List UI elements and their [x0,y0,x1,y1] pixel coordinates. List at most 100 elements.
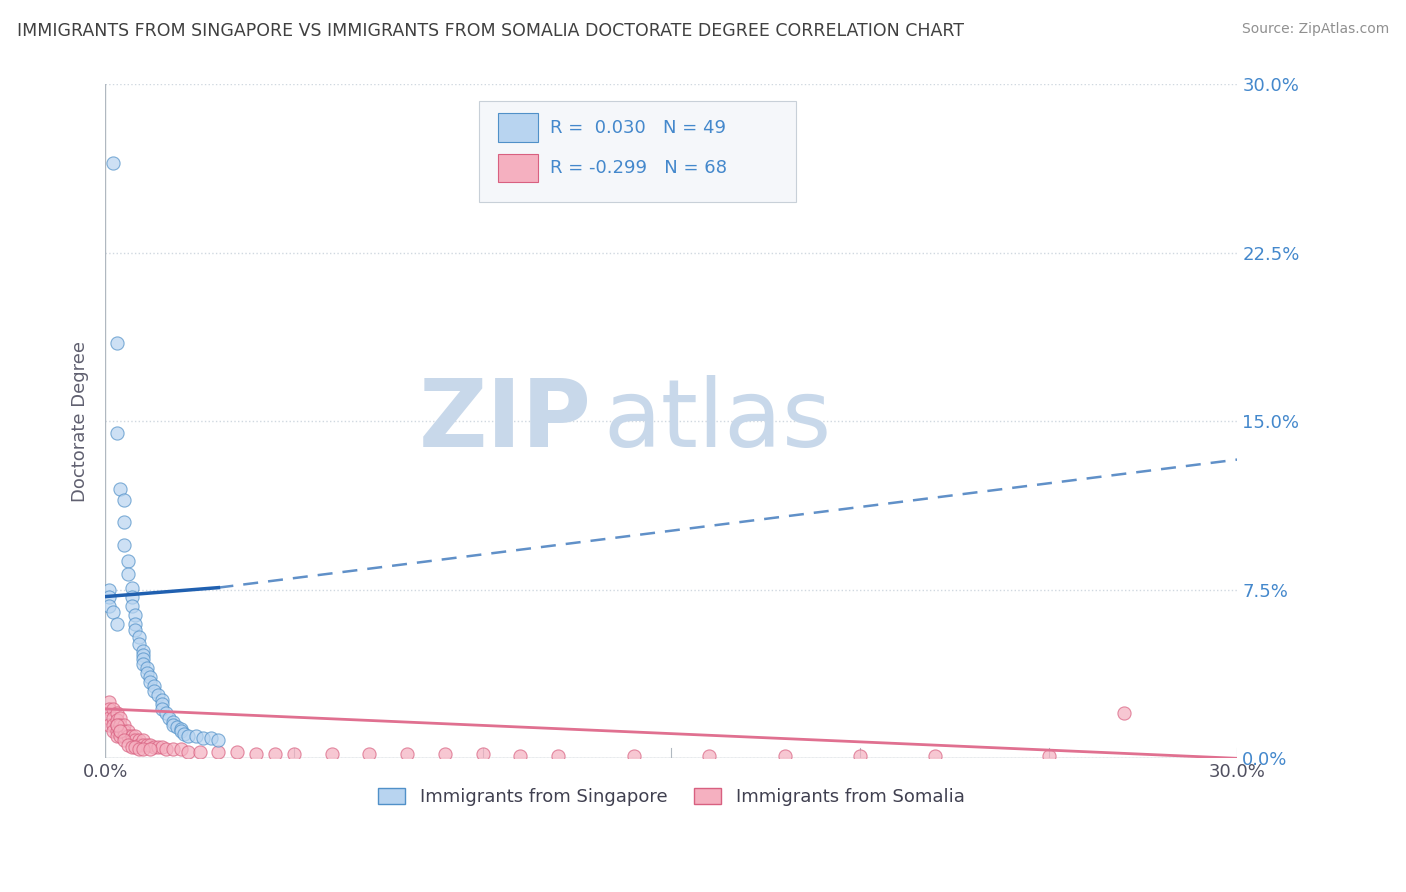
Point [124,729,146,743]
Point [509,749,531,764]
Point [98,717,121,731]
Point [1038,749,1060,764]
Point [124,607,146,622]
Point [623,749,645,764]
Point [143,740,166,755]
Point [112,493,135,508]
Point [849,749,872,764]
Point [121,581,143,595]
Point [105,425,128,440]
Point [112,733,135,747]
Point [110,711,132,725]
Point [132,657,155,671]
Point [150,702,173,716]
Point [117,729,139,743]
Point [184,729,207,743]
Point [150,698,173,712]
Point [98,599,121,613]
Point [162,717,184,731]
Point [162,715,184,730]
Text: R = -0.299   N = 68: R = -0.299 N = 68 [550,159,727,177]
Point [112,717,135,731]
Point [170,722,193,736]
Point [135,738,157,752]
Point [128,742,150,756]
Point [128,738,150,752]
Point [117,554,139,568]
Point [101,711,124,725]
Point [98,702,121,716]
Point [105,706,128,721]
Point [1114,706,1136,721]
Point [132,742,155,756]
Point [121,733,143,747]
Point [132,652,155,666]
Point [110,482,132,496]
Point [105,724,128,739]
Point [112,538,135,552]
Point [121,740,143,755]
Point [132,648,155,662]
Point [101,605,124,619]
Point [200,731,222,745]
Point [146,689,169,703]
Text: Source: ZipAtlas.com: Source: ZipAtlas.com [1241,22,1389,37]
Point [105,717,128,731]
Point [226,745,249,759]
Point [121,599,143,613]
Point [547,749,569,764]
Point [110,724,132,739]
Point [112,724,135,739]
Point [207,745,229,759]
Point [143,680,166,694]
Point [155,742,177,756]
Point [173,726,195,740]
Point [110,717,132,731]
Point [132,733,155,747]
Point [112,516,135,530]
Text: ZIP: ZIP [419,376,592,467]
Legend: Immigrants from Singapore, Immigrants from Somalia: Immigrants from Singapore, Immigrants fr… [371,780,972,814]
Point [105,717,128,731]
Point [121,590,143,604]
Text: atlas: atlas [603,376,831,467]
Point [128,637,150,651]
Point [924,749,946,764]
Point [188,745,211,759]
FancyBboxPatch shape [498,113,537,142]
Point [112,729,135,743]
Point [264,747,287,761]
Point [150,693,173,707]
Point [471,747,494,761]
Point [117,567,139,582]
Point [105,335,128,350]
Point [162,742,184,756]
Point [135,661,157,675]
Point [117,738,139,752]
Y-axis label: Doctorate Degree: Doctorate Degree [72,341,89,502]
Point [124,616,146,631]
Point [98,582,121,597]
Point [245,747,267,761]
Point [150,740,173,755]
Point [128,630,150,644]
Point [128,733,150,747]
Point [193,731,215,745]
Point [177,745,200,759]
Point [110,724,132,739]
Point [283,747,305,761]
Point [101,717,124,731]
Point [98,590,121,604]
Point [132,643,155,657]
Point [433,747,456,761]
Text: R =  0.030   N = 49: R = 0.030 N = 49 [550,119,725,136]
Point [117,724,139,739]
Point [98,711,121,725]
Point [166,720,188,734]
Point [101,156,124,170]
Point [157,711,180,725]
Point [124,733,146,747]
Point [110,729,132,743]
Point [135,665,157,680]
Point [98,695,121,709]
